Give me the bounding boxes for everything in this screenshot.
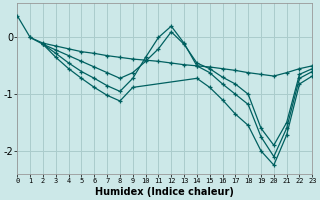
X-axis label: Humidex (Indice chaleur): Humidex (Indice chaleur)	[95, 187, 234, 197]
